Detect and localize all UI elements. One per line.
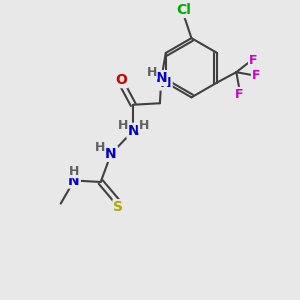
Text: N: N xyxy=(68,173,80,188)
Text: N: N xyxy=(156,71,167,85)
Text: H: H xyxy=(138,119,149,132)
Text: H: H xyxy=(147,66,157,79)
Text: S: S xyxy=(113,200,123,214)
Text: Cl: Cl xyxy=(177,3,191,17)
Text: H: H xyxy=(94,141,105,154)
Text: N: N xyxy=(128,124,139,138)
Text: N: N xyxy=(160,76,172,89)
Text: H: H xyxy=(69,164,79,178)
Text: H: H xyxy=(118,119,128,132)
Text: O: O xyxy=(116,73,127,87)
Text: F: F xyxy=(235,88,244,101)
Text: F: F xyxy=(252,69,260,82)
Text: N: N xyxy=(105,147,117,161)
Text: F: F xyxy=(249,54,257,67)
